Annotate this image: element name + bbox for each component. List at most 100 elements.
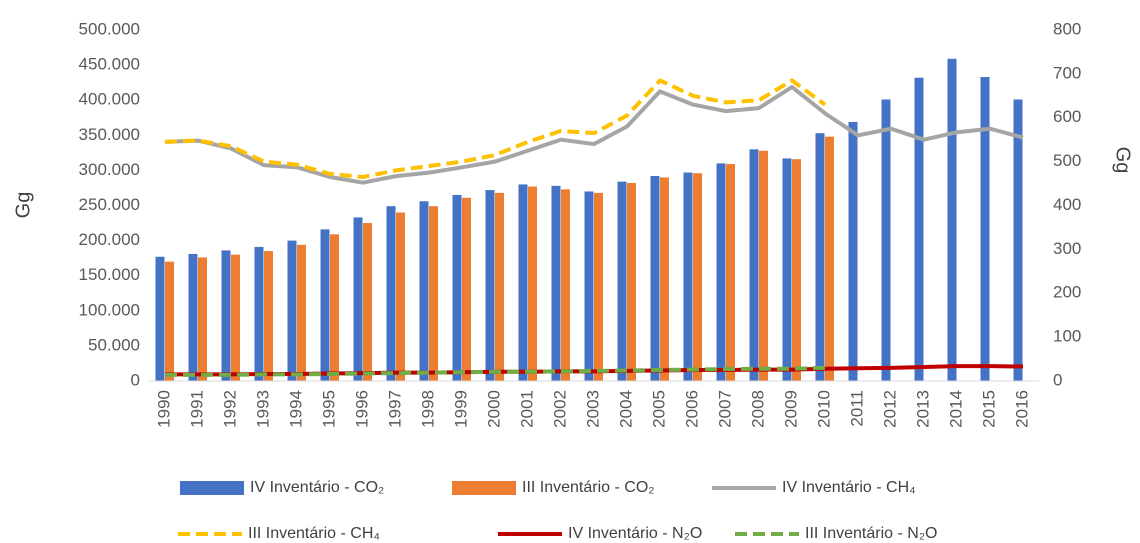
legend-label: III Inventário - N₂O — [805, 525, 937, 542]
bar — [330, 234, 339, 381]
y-tick-label: 350.000 — [79, 125, 140, 144]
x-tick-label: 1990 — [154, 390, 173, 428]
x-tick-label: 2009 — [781, 390, 800, 428]
bar — [980, 77, 990, 381]
bar — [155, 256, 165, 381]
x-tick-label: 2002 — [550, 390, 569, 428]
x-tick-label: 2006 — [682, 390, 701, 428]
bar — [627, 183, 636, 381]
x-tick-label: 1992 — [220, 390, 239, 428]
y-tick-label: 50.000 — [88, 335, 140, 354]
y2-tick-label: 600 — [1053, 107, 1081, 126]
bar — [782, 158, 792, 381]
x-tick-label: 2001 — [517, 390, 536, 428]
x-tick-label: 1996 — [352, 390, 371, 428]
x-tick-label: 1991 — [187, 390, 206, 428]
y-tick-label: 300.000 — [79, 160, 140, 179]
x-tick-label: 1995 — [319, 390, 338, 428]
line-series — [164, 78, 827, 179]
bar — [396, 212, 405, 381]
line-series — [164, 85, 1024, 185]
bar — [188, 253, 198, 381]
x-tick-label: 2003 — [583, 390, 602, 428]
bar — [660, 177, 669, 381]
bar — [495, 192, 504, 381]
bar — [320, 229, 330, 381]
legend-label: IV Inventário - CO₂ — [250, 479, 384, 496]
bar — [726, 164, 735, 381]
y2-tick-label: 500 — [1053, 151, 1081, 170]
x-tick-label: 2007 — [715, 390, 734, 428]
x-tick-label: 2014 — [946, 390, 965, 428]
bar — [353, 217, 363, 381]
bar — [264, 251, 273, 381]
x-tick-label: 1998 — [418, 390, 437, 428]
bar — [749, 149, 759, 381]
bar — [650, 176, 660, 381]
bar — [363, 223, 372, 381]
bar — [683, 172, 693, 381]
y2-tick-label: 800 — [1053, 19, 1081, 38]
y-axis-title: Gg — [12, 192, 34, 219]
y2-tick-label: 400 — [1053, 195, 1081, 214]
bar — [386, 206, 396, 381]
legend-label: IV Inventário - CH₄ — [782, 479, 916, 496]
bar — [848, 121, 858, 381]
bar — [462, 197, 471, 381]
legend-label: IV Inventário - N₂O — [568, 525, 702, 542]
y-tick-label: 250.000 — [79, 195, 140, 214]
bar — [881, 99, 891, 382]
x-tick-label: 1993 — [253, 390, 272, 428]
y-tick-label: 400.000 — [79, 90, 140, 109]
bar — [617, 181, 627, 381]
bar — [231, 254, 240, 381]
x-tick-label: 2011 — [847, 390, 866, 427]
y-tick-label: 450.000 — [79, 55, 140, 74]
legend-swatch — [452, 481, 516, 495]
bar — [1013, 99, 1023, 382]
y2-tick-label: 700 — [1053, 63, 1081, 82]
bar — [485, 190, 495, 381]
line-series — [165, 364, 1024, 377]
bar — [914, 77, 924, 382]
x-tick-label: 2008 — [748, 390, 767, 428]
y-tick-label: 200.000 — [79, 230, 140, 249]
x-tick-label: 1994 — [286, 390, 305, 428]
x-tick-label: 2010 — [814, 390, 833, 428]
y-tick-label: 150.000 — [79, 265, 140, 284]
legend-label: III Inventário - CO₂ — [522, 479, 654, 496]
bar — [947, 58, 957, 381]
bar — [716, 163, 726, 381]
line-series — [165, 365, 826, 377]
bar — [759, 150, 768, 381]
bar — [165, 261, 174, 381]
y-tick-label: 500.000 — [79, 19, 140, 38]
bar — [297, 244, 306, 381]
bar — [594, 192, 603, 381]
x-tick-label: 2016 — [1012, 390, 1031, 428]
y2-tick-label: 100 — [1053, 327, 1081, 346]
bar — [518, 184, 528, 381]
bar — [429, 206, 438, 381]
y2-tick-label: 200 — [1053, 283, 1081, 302]
bar — [584, 191, 594, 381]
x-tick-label: 2013 — [913, 390, 932, 428]
bar — [221, 250, 231, 381]
y2-axis-title: Gg — [1112, 147, 1134, 174]
bar — [287, 240, 297, 381]
x-tick-label: 1997 — [385, 390, 404, 428]
y-tick-label: 100.000 — [79, 300, 140, 319]
y2-tick-label: 300 — [1053, 239, 1081, 258]
bar — [254, 246, 264, 381]
bar — [528, 186, 537, 381]
bar — [452, 194, 462, 381]
bar — [825, 136, 834, 381]
legend-label: III Inventário - CH₄ — [248, 525, 380, 542]
bar — [815, 133, 825, 381]
x-tick-label: 1999 — [451, 390, 470, 428]
bar — [792, 159, 801, 381]
bar — [551, 185, 561, 381]
bar — [561, 189, 570, 381]
y2-tick-label: 0 — [1053, 370, 1062, 389]
